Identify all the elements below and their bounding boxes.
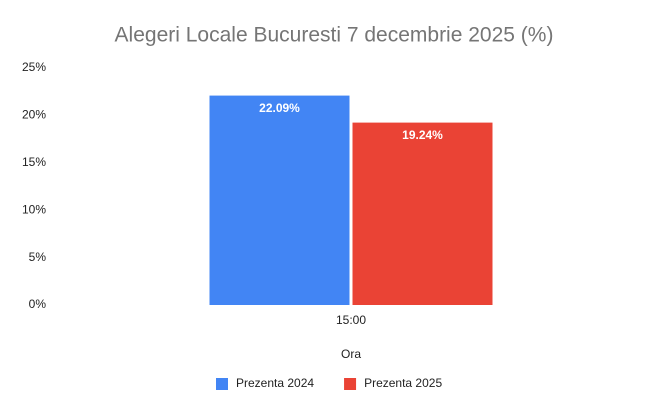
y-tick-label: 25% [22, 60, 46, 74]
y-tick-label: 5% [29, 250, 47, 264]
y-tick-label: 15% [22, 155, 46, 169]
y-tick-label: 20% [22, 108, 46, 122]
y-tick-label: 10% [22, 202, 46, 216]
legend-swatch [216, 378, 228, 390]
legend-label: Prezenta 2025 [364, 376, 442, 390]
bar [352, 122, 493, 305]
x-tick-label: 15:00 [336, 313, 366, 327]
chart-title: Alegeri Locale Bucuresti 7 decembrie 202… [115, 24, 554, 47]
legend-swatch [344, 378, 357, 390]
data-label: 19.24% [402, 128, 443, 142]
x-axis-label: Ora [341, 347, 361, 361]
data-label: 22.09% [259, 101, 300, 115]
y-tick-label: 0% [29, 297, 47, 311]
bar [209, 95, 350, 306]
legend-label: Prezenta 2024 [236, 376, 314, 390]
